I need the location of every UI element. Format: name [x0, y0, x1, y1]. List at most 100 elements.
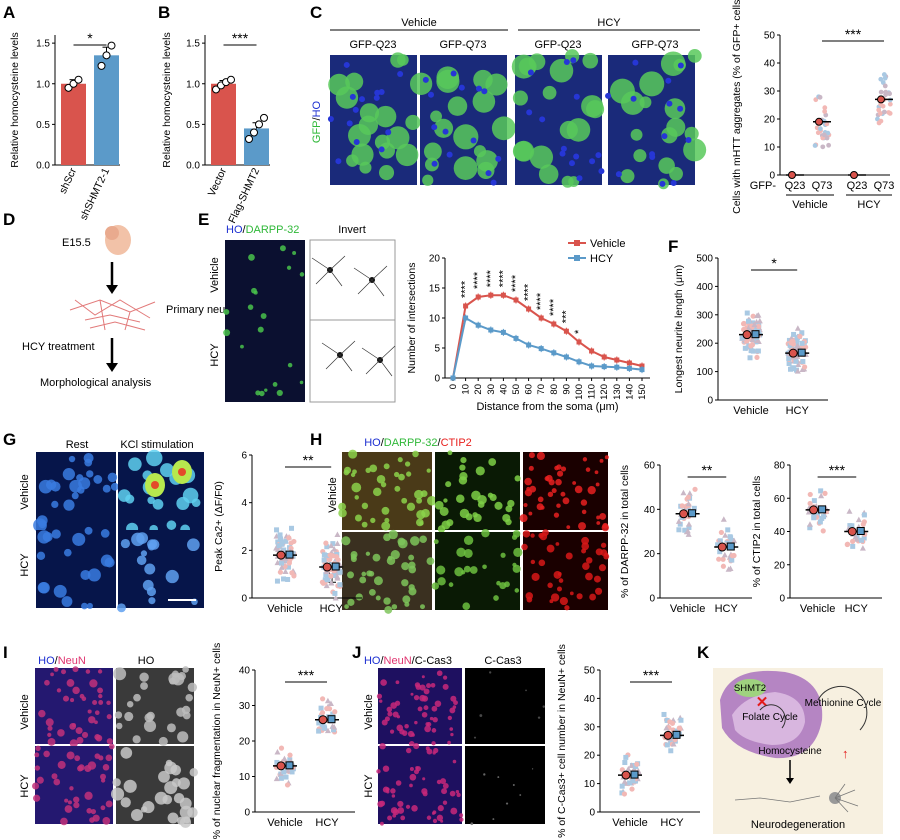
- data-point: [749, 336, 756, 343]
- j-merge-vehicle-spot: [442, 683, 449, 690]
- j-merge-hcy-spot: [397, 800, 404, 808]
- replicate-mean: [327, 715, 336, 724]
- j-merge-hcy-spot: [413, 769, 420, 775]
- h-ctip2-hcy-spot: [555, 542, 560, 546]
- data-point: [793, 367, 799, 373]
- nucleus-spot: [422, 76, 429, 83]
- j-ccas3-vehicle-spot: [542, 705, 546, 708]
- panel-letter-h: H: [310, 430, 322, 449]
- data-point: [331, 727, 337, 733]
- x-tick-label: Vehicle: [267, 603, 302, 615]
- data-point: [619, 783, 625, 789]
- data-point: [331, 545, 338, 552]
- data-point: [755, 348, 761, 354]
- nucleus-spot: [490, 179, 497, 186]
- y-tick-label: 1.5: [36, 39, 50, 50]
- y-tick-label: 0: [769, 171, 775, 182]
- data-point: [861, 535, 867, 541]
- data-point: [822, 105, 828, 111]
- data-point: [670, 741, 677, 747]
- c-micrograph-1-spot: [345, 72, 364, 91]
- data-point: [805, 508, 812, 515]
- j-ccas3-vehicle-spot: [525, 689, 527, 692]
- panel-e-micrographs: HO/DARPP-32 Invert Vehicle HCY: [209, 224, 396, 403]
- i-ho-vehicle-spot: [139, 672, 149, 682]
- j-ccas3-hcy-spot: [505, 802, 509, 805]
- nucleus-spot: [335, 158, 342, 165]
- e-invert-vehicle: [309, 239, 396, 321]
- i-merge-hcy-spot: [100, 805, 106, 811]
- data-point: [274, 559, 281, 566]
- g-kcl-hcy-spot: [120, 538, 130, 549]
- h-ctip2-vehicle-spot: [601, 523, 610, 532]
- h-darpp-vehicle-spot: [507, 499, 515, 508]
- g-kcl-vehicle-spot: [166, 520, 177, 530]
- x-tick-label: 150: [637, 384, 648, 400]
- j-merge-vehicle-spot: [414, 682, 421, 688]
- replicate-mean: [672, 730, 681, 739]
- j-ccas3-hcy-spot: [492, 818, 495, 821]
- data-point: [328, 580, 335, 586]
- data-point: [334, 531, 341, 538]
- k-neuro-label: Neurodegeneration: [751, 819, 845, 831]
- j-ccas3-vehicle-bg: [465, 668, 545, 744]
- i-vehicle-label: Vehicle: [19, 694, 31, 729]
- data-point: [725, 566, 732, 572]
- data-point: [818, 492, 825, 499]
- y-tick-label: 10: [429, 314, 441, 325]
- data-point: [744, 310, 750, 316]
- x-tick-label: 30: [486, 384, 497, 395]
- inhibit-cross-icon: ✕: [756, 694, 769, 711]
- x-tick-label: 10: [461, 384, 472, 395]
- i-merge-hcy-spot: [32, 782, 40, 790]
- condition-label: HCY: [857, 199, 881, 211]
- c-micrograph-4: [605, 48, 707, 190]
- e-micrograph-vehicle-spot: [251, 287, 257, 294]
- h-darpp-vehicle-spot: [465, 513, 473, 521]
- e-darpp-label: DARPP-32: [246, 224, 300, 236]
- h-merge-vehicle-spot: [370, 517, 376, 524]
- i-ho-vehicle-spot: [187, 682, 198, 692]
- y-tick-label: 1.5: [186, 39, 200, 50]
- y-tick-label: 30: [584, 722, 596, 733]
- i-ho-hcy-spot: [158, 770, 170, 783]
- chart-A: 0.0 0.5 1.0 1.5 Relative homocysteine levels…: [9, 30, 120, 222]
- j-merge-hcy-spot: [413, 742, 420, 750]
- x-tick-label: Vehicle: [800, 603, 835, 615]
- nucleus-spot: [570, 57, 577, 64]
- g-kcl-hcy-spot: [165, 569, 179, 584]
- significance-stars: ****: [548, 298, 560, 316]
- data-point: [622, 760, 628, 766]
- g-rest-hcy-spot: [81, 602, 88, 610]
- data-point: [334, 575, 341, 581]
- j-merge-vehicle-spot: [426, 722, 432, 727]
- h-darpp-vehicle-spot: [459, 464, 466, 471]
- data-point: [731, 537, 738, 544]
- e-micrograph-hcy-spot: [255, 390, 261, 396]
- data-point: [291, 538, 297, 545]
- data-point: [684, 527, 691, 534]
- h-ctip2-hcy-spot: [530, 533, 535, 538]
- h-darpp-hcy-spot: [514, 588, 520, 593]
- data-point: [850, 543, 856, 549]
- h-darpp-vehicle-spot: [505, 505, 513, 513]
- g-rest-vehicle-spot: [71, 492, 79, 500]
- i-ho-hcy-spot: [162, 794, 173, 805]
- data-point: [330, 541, 336, 547]
- nucleus-spot: [385, 129, 392, 136]
- y-tick-label: 0.5: [186, 120, 200, 131]
- svg-text:HO/NeuN: HO/NeuN: [38, 655, 86, 667]
- series-line-Vehicle: [452, 294, 643, 379]
- data-point: [819, 515, 825, 521]
- data-point: [318, 705, 324, 711]
- x-axis-label: Distance from the soma (μm): [476, 401, 618, 413]
- x-tick-label: 20: [473, 384, 484, 395]
- h-merge-vehicle-spot: [401, 497, 408, 504]
- h-merge-vehicle-spot: [394, 471, 400, 478]
- j-merge-vehicle-spot: [386, 706, 393, 713]
- i-merge-vehicle-spot: [98, 693, 103, 699]
- j-hcy-label: HCY: [363, 774, 375, 798]
- y-tick-label: 5: [434, 344, 440, 355]
- panel-letter-e: E: [198, 210, 209, 229]
- y-tick-label: 40: [774, 527, 786, 538]
